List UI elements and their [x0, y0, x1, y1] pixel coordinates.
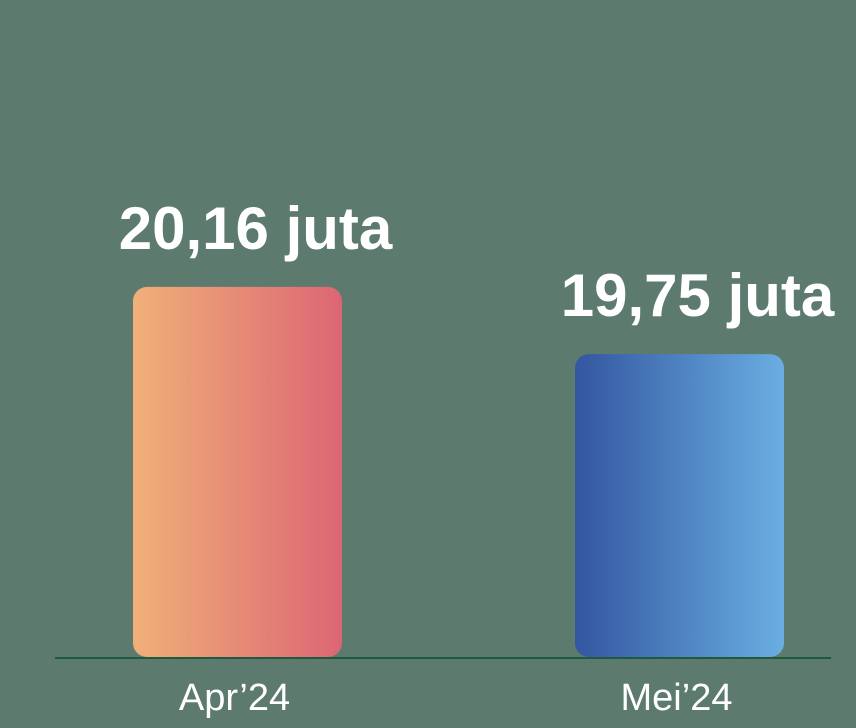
x-tick-label: Apr’24: [179, 677, 290, 719]
value-label: 19,75 juta: [561, 262, 835, 329]
bar: [133, 286, 342, 657]
value-label: 20,16 juta: [119, 195, 393, 262]
bar: [575, 354, 784, 657]
x-tick-label: Mei’24: [621, 677, 733, 719]
